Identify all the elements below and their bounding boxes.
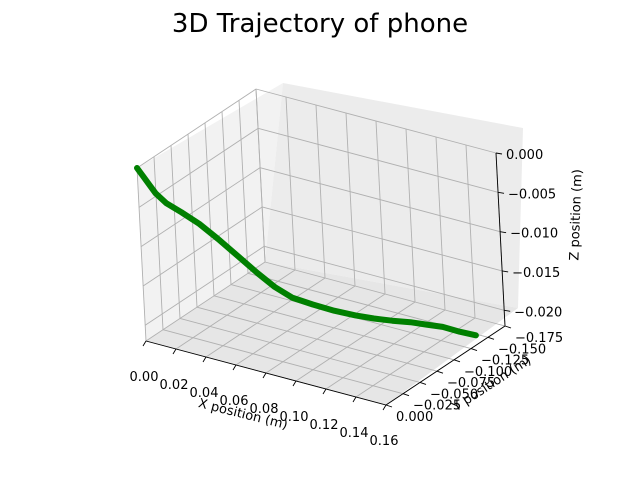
y-tick-mark [402, 393, 410, 397]
y-grid-floor [162, 329, 404, 395]
y-grid-floor [179, 317, 421, 383]
y-axis-line [385, 325, 506, 406]
y-tick-label: −0.100 [464, 365, 512, 380]
y-tick-label: −0.075 [447, 376, 495, 391]
y-tick-mark [419, 382, 427, 385]
x-tick-mark [232, 364, 237, 371]
y-tick-label: −0.050 [430, 387, 478, 402]
x-tick-label: 0.04 [190, 386, 219, 401]
grid-lines [136, 88, 506, 406]
x-tick-mark [202, 356, 207, 363]
z-tick-mark [504, 309, 511, 312]
y-tick-mark [453, 359, 461, 363]
y-tick-mark [436, 370, 444, 374]
x-grid-floor [295, 301, 416, 382]
x-grid-back [405, 128, 416, 303]
x-tick-label: 0.00 [130, 370, 159, 385]
x-tick-label: 0.16 [370, 434, 399, 449]
y-tick-label: −0.125 [481, 354, 529, 369]
z-tick-label: −0.015 [512, 266, 560, 281]
back-pane [265, 83, 523, 308]
y-tick-label: −0.175 [515, 331, 563, 346]
z-grid-back [257, 127, 499, 193]
y-tick-label: 0.000 [396, 410, 433, 425]
z-tick-mark [497, 191, 505, 194]
y-tick-mark [504, 325, 512, 329]
y-grid-left [170, 145, 181, 319]
x-grid-back [315, 104, 326, 279]
axis-ticks: 0.000.020.040.060.080.100.120.140.16 −0.1… [130, 148, 564, 449]
x-grid-floor [235, 285, 356, 366]
x-grid-floor [265, 293, 386, 374]
x-grid-floor [175, 269, 296, 350]
y-tick-label: −0.150 [498, 342, 546, 357]
z-tick-label: 0.000 [506, 148, 543, 163]
chart-title: 3D Trajectory of phone [172, 9, 468, 39]
y-tick-mark [470, 348, 478, 351]
x-grid-back [345, 112, 356, 287]
x-tick-mark [262, 372, 267, 379]
x-tick-mark [382, 404, 387, 411]
x-tick-mark [352, 396, 357, 403]
x-grid-back [465, 144, 476, 319]
x-grid-floor [145, 261, 266, 342]
x-tick-label: 0.10 [280, 410, 309, 425]
z-grid-left [140, 167, 261, 248]
x-tick-mark [292, 380, 297, 387]
z-axis-line [495, 152, 506, 327]
x-tick-mark [142, 340, 147, 347]
z-tick-label: −0.005 [508, 187, 556, 202]
y-grid-floor [196, 306, 438, 372]
z-tick-mark [495, 152, 503, 155]
y-tick-mark [385, 404, 393, 408]
z-grid-back [259, 167, 501, 233]
z-grid-back [264, 245, 505, 311]
x-grid-back [285, 96, 296, 271]
z-tick-label: −0.020 [514, 305, 562, 320]
z-tick-label: −0.010 [510, 227, 558, 242]
y-tick-mark [487, 336, 495, 340]
y-grid-left [153, 156, 164, 330]
x-tick-label: 0.12 [310, 418, 339, 433]
x-grid-back [435, 136, 446, 311]
x-tick-label: 0.14 [340, 426, 369, 441]
x-tick-label: 0.06 [220, 394, 249, 409]
y-grid-floor [264, 261, 506, 327]
z-grid-left [142, 206, 263, 287]
y-grid-left [255, 88, 266, 263]
trajectory-line [134, 165, 479, 339]
y-grid-floor [213, 295, 455, 361]
z-tick-mark [502, 270, 509, 273]
z-grid-left [136, 88, 257, 169]
trajectory-series [134, 165, 479, 339]
z-axis-label: Z position (m) [567, 169, 585, 261]
x-grid-floor [205, 277, 326, 358]
x-tick-label: 0.02 [160, 378, 189, 393]
x-tick-label: 0.08 [250, 402, 279, 417]
y-grid-left [238, 100, 249, 274]
y-grid-left [204, 122, 215, 296]
z-grid-back [255, 88, 497, 154]
x-tick-mark [322, 388, 327, 395]
y-grid-left [136, 167, 147, 342]
y-grid-left [221, 111, 232, 285]
z-tick-mark [500, 231, 507, 234]
floor-pane [146, 262, 518, 405]
z-grid-back [262, 206, 503, 272]
x-tick-mark [172, 348, 177, 355]
x-grid-back [375, 120, 386, 295]
y-tick-label: −0.025 [413, 399, 461, 414]
